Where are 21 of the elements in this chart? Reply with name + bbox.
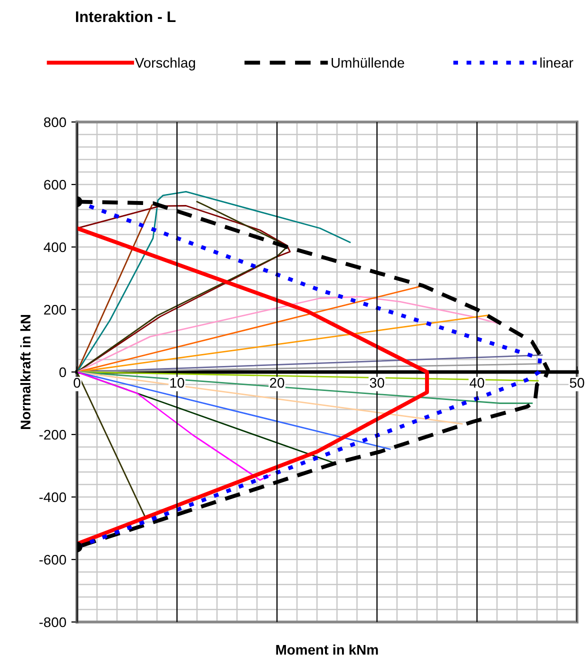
y-tick-label: -800: [39, 617, 66, 628]
x-axis-title: Moment in kNm: [276, 644, 378, 655]
x-tick-label: 50: [570, 378, 584, 388]
y-tick-label: 0: [59, 367, 66, 378]
text: linear: [540, 58, 574, 68]
x-tick-label: 40: [470, 378, 484, 388]
y-axis-title: Normalkraft in kN: [20, 315, 30, 429]
text: Vorschlag: [134, 58, 196, 70]
chart-title: Interaktion - L: [76, 10, 176, 22]
x-tick-label: 30: [370, 378, 384, 388]
y-tick-label: -600: [39, 554, 66, 565]
y-tick-label: 400: [44, 242, 66, 252]
x-tick-label: 20: [270, 378, 284, 388]
x-tick-label: 10: [170, 378, 184, 388]
x-tick-label: 0: [74, 378, 80, 388]
y-tick-label: 800: [44, 117, 66, 128]
y-tick-label: -400: [39, 492, 66, 502]
y-tick-label: 600: [44, 180, 66, 190]
y-tick-label: 200: [44, 304, 66, 315]
text: Umhüllende: [332, 58, 404, 68]
y-tick-label: -200: [39, 430, 66, 440]
